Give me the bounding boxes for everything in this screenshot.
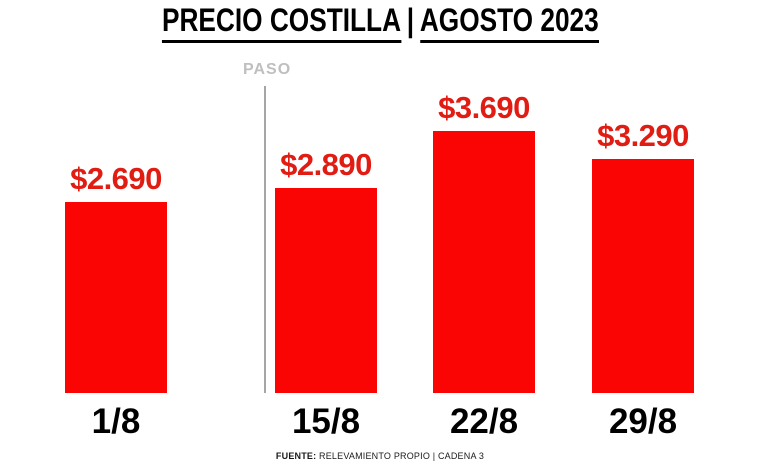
category-label: 15/8 [291,402,361,441]
bar [592,159,694,393]
bar [65,202,167,393]
paso-annotation-label: PASO [243,61,292,78]
title-part-1: PRECIO COSTILLA [161,4,401,43]
category-label: 1/8 [91,402,141,441]
title-separator: | [406,2,414,38]
paso-annotation-line [264,86,266,393]
chart-title: PRECIO COSTILLA | AGOSTO 2023 [0,4,760,43]
title-part-2: AGOSTO 2023 [419,4,599,43]
chart-title-text: PRECIO COSTILLA | AGOSTO 2023 [161,2,599,43]
value-label: $3.690 [438,90,530,125]
bar [433,131,535,393]
source-text: RELEVAMIENTO PROPIO | CADENA 3 [316,451,485,461]
category-label: 22/8 [449,402,519,441]
value-label: $2.690 [70,161,162,196]
value-label: $3.290 [597,118,689,153]
source-label: FUENTE: [275,451,317,461]
category-label: 29/8 [608,402,678,441]
source-note: FUENTE: RELEVAMIENTO PROPIO | CADENA 3 [0,451,760,461]
bar [275,188,377,393]
value-label: $2.890 [280,147,372,182]
